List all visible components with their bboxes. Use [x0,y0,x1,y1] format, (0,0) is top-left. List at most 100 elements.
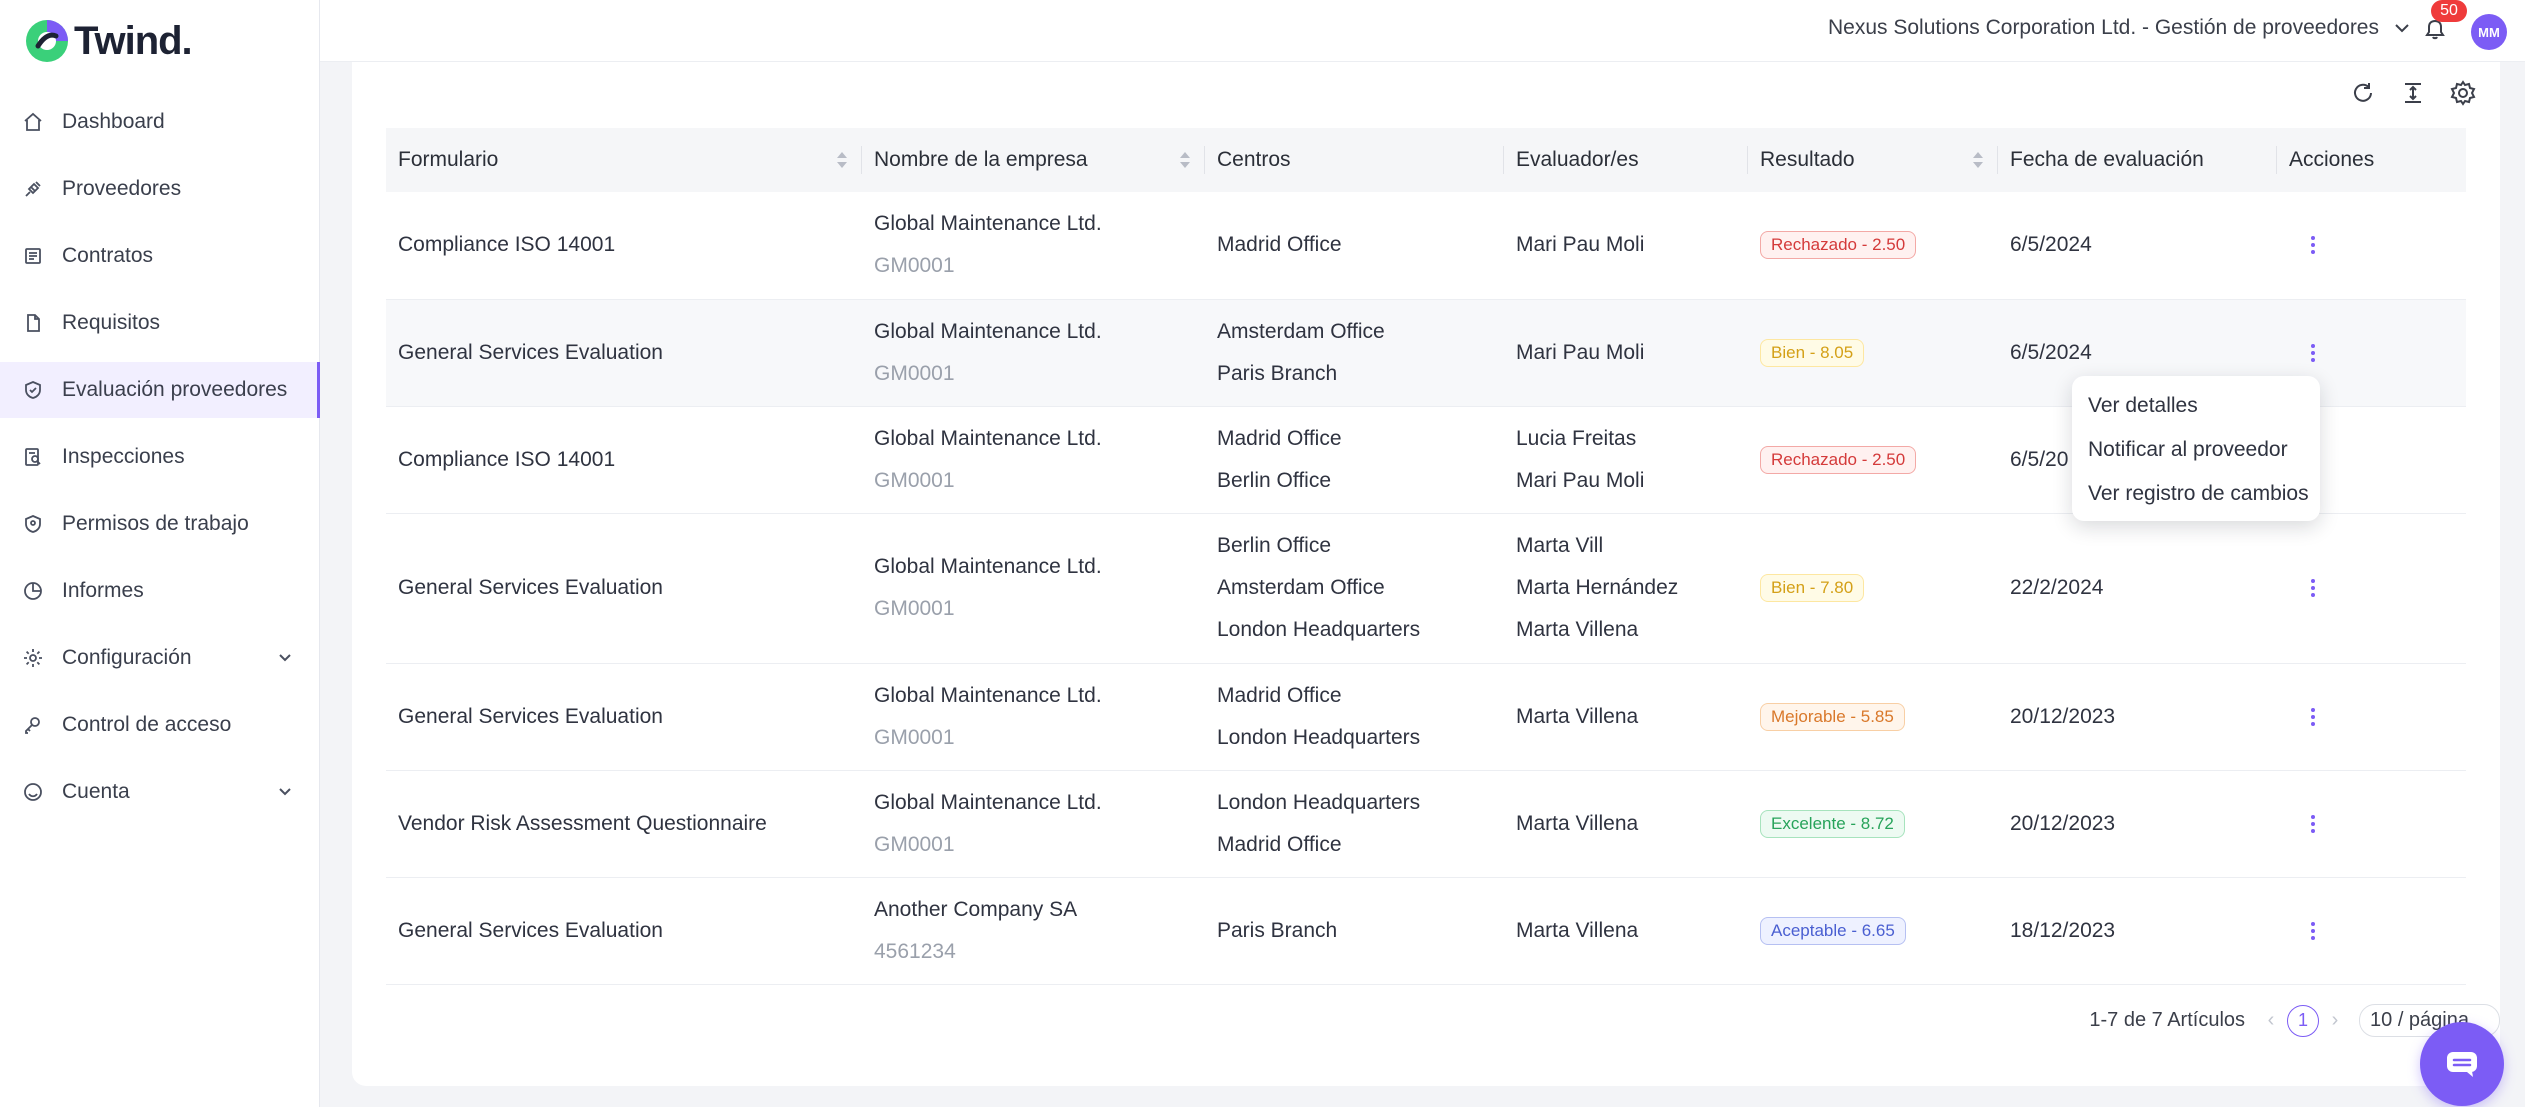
sidebar-item-label: Requisitos [62,311,161,334]
sidebar-item-label: Evaluación proveedores [62,378,288,401]
menu-item-notificar-proveedor[interactable]: Notificar al proveedor [2088,438,2288,461]
form-name: General Services Evaluation [398,340,663,364]
more-actions-icon[interactable] [2303,916,2323,946]
sidebar-item-evaluacion-proveedores[interactable]: Evaluación proveedores [0,362,320,418]
evaluator-name: Marta Villena [1516,618,1639,641]
company-name: Global Maintenance Ltd. [874,683,1102,707]
sidebar-item-cuenta[interactable]: Cuenta [0,764,320,820]
cell-centros: Paris Branch [1205,877,1504,985]
evaluations-table: Formulario Nombre de la empresa Centros … [386,128,2466,985]
center-name: Paris Branch [1217,361,1338,385]
evaluation-date: 20/12/2023 [2010,811,2116,835]
settings-icon[interactable] [2448,78,2478,108]
logo[interactable]: Twind. [24,18,193,64]
column-header-formulario[interactable]: Formulario [386,128,862,192]
shield-icon [22,513,44,535]
more-actions-icon[interactable] [2303,338,2323,368]
cell-formulario: General Services Evaluation [386,663,862,771]
company-code: GM0001 [874,254,955,278]
sidebar-item-contratos[interactable]: Contratos [0,228,320,284]
evaluation-date: 18/12/2023 [2010,918,2116,942]
evaluator-name: Marta Hernández [1516,576,1679,599]
evaluator-name: Marta Villena [1516,704,1639,728]
cell-evaluadores: Marta Vill Marta Hernández Marta Villena [1504,513,1748,664]
sort-icon[interactable] [1179,150,1191,170]
company-name: Global Maintenance Ltd. [874,790,1102,814]
column-height-icon[interactable] [2398,78,2428,108]
prev-page-icon[interactable]: ‹ [2267,1009,2275,1031]
cell-evaluadores: Lucia Freitas Mari Pau Moli [1504,406,1748,514]
company-code: GM0001 [874,597,955,620]
form-name: Vendor Risk Assessment Questionnaire [398,811,767,835]
organization-name: Nexus Solutions Corporation Ltd. - Gesti… [1828,16,2379,39]
cell-centros: London Headquarters Madrid Office [1205,770,1504,878]
table-row[interactable]: Compliance ISO 14001 Global Maintenance L… [386,406,2466,514]
contract-icon [22,245,44,267]
sidebar-item-dashboard[interactable]: Dashboard [0,94,320,150]
cell-empresa: Global Maintenance Ltd. GM0001 [862,513,1205,664]
form-name: General Services Evaluation [398,576,663,599]
column-header-empresa[interactable]: Nombre de la empresa [862,128,1205,192]
menu-item-ver-detalles[interactable]: Ver detalles [2088,394,2198,417]
form-name: General Services Evaluation [398,704,663,728]
table-row[interactable]: Vendor Risk Assessment Questionnaire Glob… [386,770,2466,878]
sidebar-item-proveedores[interactable]: Proveedores [0,161,320,217]
cell-fecha: 18/12/2023 [1998,877,2277,985]
status-badge: Rechazado - 2.50 [1760,445,1917,474]
chat-icon [2447,1052,2477,1077]
cell-resultado: Bien - 7.80 [1748,513,1998,664]
status-badge: Bien - 7.80 [1760,574,1865,602]
table-row[interactable]: General Services Evaluation Global Mainte… [386,513,2466,664]
cell-resultado: Rechazado - 2.50 [1748,406,1998,514]
sidebar-item-informes[interactable]: Informes [0,563,320,619]
next-page-icon[interactable]: › [2331,1009,2339,1031]
company-name: Global Maintenance Ltd. [874,212,1102,236]
form-name: Compliance ISO 14001 [398,447,616,471]
form-name: Compliance ISO 14001 [398,233,616,257]
cell-fecha: 22/2/2024 [1998,513,2277,664]
sidebar-item-inspecciones[interactable]: Inspecciones [0,429,320,485]
page-1-button[interactable]: 1 [2287,1004,2320,1037]
table-row[interactable]: General Services Evaluation Another Compa… [386,877,2466,985]
organization-selector[interactable]: Nexus Solutions Corporation Ltd. - Gesti… [1828,16,2413,40]
cell-formulario: Compliance ISO 14001 [386,192,862,300]
refresh-icon[interactable] [2348,78,2378,108]
evaluator-name: Mari Pau Moli [1516,468,1645,492]
cell-centros: Madrid Office Berlin Office [1205,406,1504,514]
bell-icon[interactable] [2423,17,2449,43]
center-name: Madrid Office [1217,426,1342,450]
sidebar-item-requisitos[interactable]: Requisitos [0,295,320,351]
more-actions-icon[interactable] [2303,702,2323,732]
sort-icon[interactable] [1972,150,1984,170]
sidebar-item-label: Configuración [62,646,192,669]
evaluator-name: Marta Villena [1516,918,1639,942]
more-actions-icon[interactable] [2303,809,2323,839]
center-name: Madrid Office [1217,683,1342,707]
chart-icon [22,580,44,602]
table-row[interactable]: Compliance ISO 14001 Global Maintenance L… [386,192,2466,300]
cell-fecha: 6/5/2024 [1998,192,2277,300]
company-code: GM0001 [874,832,955,856]
sidebar-item-label: Permisos de trabajo [62,512,249,535]
cell-empresa: Global Maintenance Ltd. GM0001 [862,406,1205,514]
sidebar-nav: Dashboard Proveedores Contratos Requisit… [0,94,320,831]
sidebar-item-control-de-acceso[interactable]: Control de acceso [0,697,320,753]
sort-icon[interactable] [836,150,848,170]
sidebar-item-permisos-de-trabajo[interactable]: Permisos de trabajo [0,496,320,552]
column-header-resultado[interactable]: Resultado [1748,128,1998,192]
more-actions-icon[interactable] [2303,230,2323,260]
more-actions-icon[interactable] [2303,573,2323,603]
center-name: Madrid Office [1217,233,1342,257]
status-badge: Aceptable - 6.65 [1760,916,1906,945]
avatar[interactable]: MM [2471,14,2507,50]
chevron-down-icon [2395,24,2409,33]
menu-item-ver-registro-cambios[interactable]: Ver registro de cambios [2088,482,2309,505]
evaluator-name: Mari Pau Moli [1516,233,1645,257]
notification-badge: 50 [2431,0,2467,22]
chat-button[interactable] [2420,1022,2504,1106]
chevron-down-icon [276,648,294,666]
table-row[interactable]: General Services Evaluation Global Mainte… [386,663,2466,771]
sidebar-item-configuracion[interactable]: Configuración [0,630,320,686]
cell-empresa: Global Maintenance Ltd. GM0001 [862,192,1205,300]
table-toolbar [2328,78,2478,108]
